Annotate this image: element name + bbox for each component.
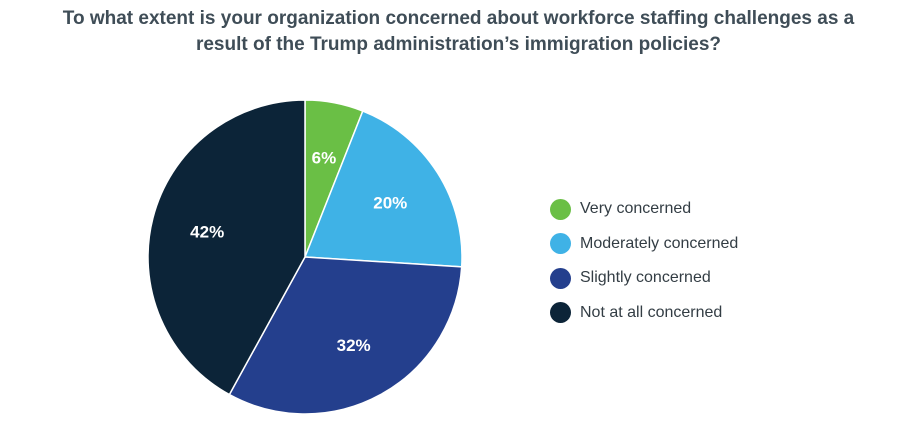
legend-label-moderately-concerned: Moderately concerned: [580, 234, 739, 252]
chart-title-line-2: result of the Trump administration’s imm…: [195, 34, 722, 55]
slice-label-very-concerned: 6%: [312, 148, 337, 167]
legend-item-moderately-concerned: Moderately concerned: [550, 227, 738, 262]
legend-swatch-slightly-concerned: [550, 267, 571, 289]
pie-slices: [147, 99, 463, 415]
legend-label-not-at-all-concerned: Not at all concerned: [580, 303, 723, 321]
pie-slice-not-at-all-concerned: [147, 99, 306, 396]
legend-item-slightly-concerned: Slightly concerned: [550, 261, 738, 296]
legend-swatch-not-at-all-concerned: [550, 302, 571, 324]
slice-label-slightly-concerned: 32%: [337, 336, 371, 355]
pie-slice-moderately-concerned: [303, 110, 463, 268]
pie-slice-slightly-concerned: [228, 256, 463, 415]
legend-label-very-concerned: Very concerned: [580, 200, 692, 218]
slice-label-not-at-all-concerned: 42%: [190, 222, 224, 241]
legend: Very concerned Moderately concerned Slig…: [550, 192, 738, 330]
legend-swatch-moderately-concerned: [550, 233, 571, 255]
legend-label-slightly-concerned: Slightly concerned: [580, 269, 711, 287]
legend-swatch-very-concerned: [550, 198, 571, 220]
chart-title: To what extent is your organization conc…: [0, 6, 917, 58]
legend-item-not-at-all-concerned: Not at all concerned: [550, 296, 738, 331]
pie-slice-labels: 6% 20% 32% 42%: [190, 148, 407, 355]
slice-label-moderately-concerned: 20%: [373, 193, 407, 212]
legend-item-very-concerned: Very concerned: [550, 192, 738, 227]
chart-title-line-1: To what extent is your organization conc…: [62, 8, 855, 29]
